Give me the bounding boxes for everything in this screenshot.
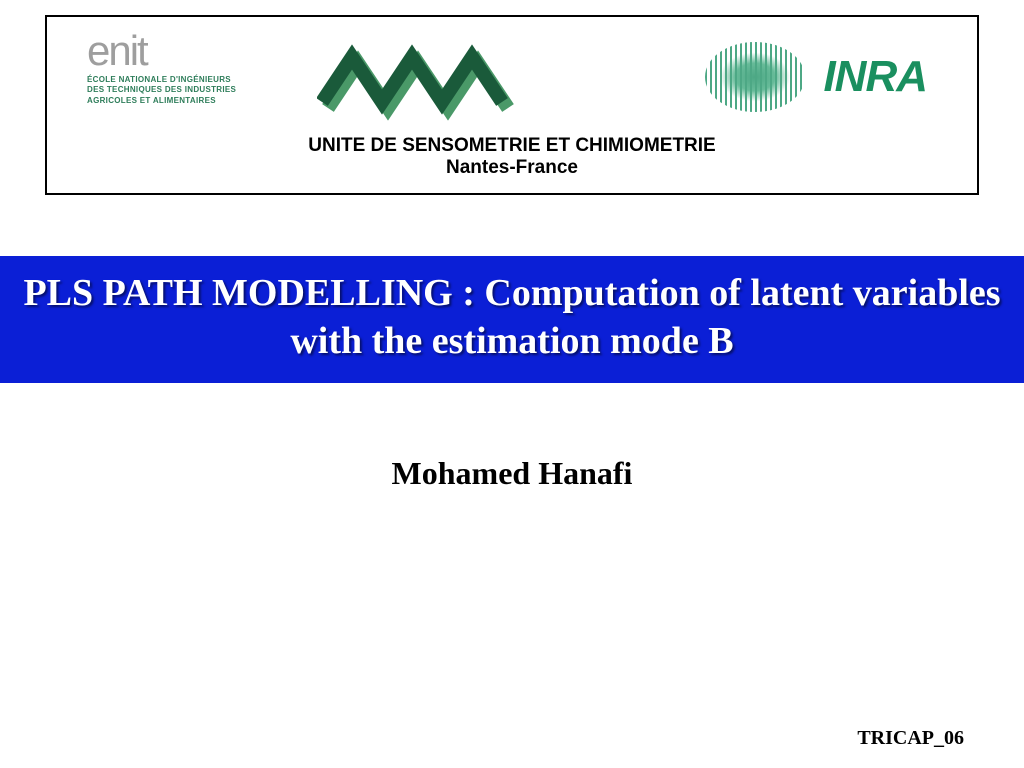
- header-box: enit ÉCOLE NATIONALE D'INGÉNIEURS DES TE…: [45, 15, 979, 195]
- enit-subtitle-2: DES TECHNIQUES DES INDUSTRIES: [87, 85, 317, 95]
- inra-pattern-icon: [705, 42, 805, 112]
- wave-logo-icon: [317, 32, 527, 127]
- unit-line1: UNITE DE SENSOMETRIE ET CHIMIOMETRIE: [47, 135, 977, 157]
- inra-logo: INRA: [705, 42, 927, 112]
- slide-title: PLS PATH MODELLING : Computation of late…: [20, 270, 1004, 365]
- enit-subtitle-3: AGRICOLES ET ALIMENTAIRES: [87, 96, 317, 106]
- enit-logo: enit ÉCOLE NATIONALE D'INGÉNIEURS DES TE…: [87, 27, 317, 106]
- author-name: Mohamed Hanafi: [0, 455, 1024, 492]
- title-banner: PLS PATH MODELLING : Computation of late…: [0, 256, 1024, 383]
- logos-row: enit ÉCOLE NATIONALE D'INGÉNIEURS DES TE…: [47, 27, 977, 117]
- unit-line2: Nantes-France: [47, 157, 977, 179]
- footer-label: TRICAP_06: [857, 727, 964, 750]
- inra-wordmark: INRA: [823, 52, 927, 102]
- enit-wordmark: enit: [87, 27, 317, 75]
- enit-subtitle-1: ÉCOLE NATIONALE D'INGÉNIEURS: [87, 75, 317, 85]
- unit-text: UNITE DE SENSOMETRIE ET CHIMIOMETRIE Nan…: [47, 135, 977, 179]
